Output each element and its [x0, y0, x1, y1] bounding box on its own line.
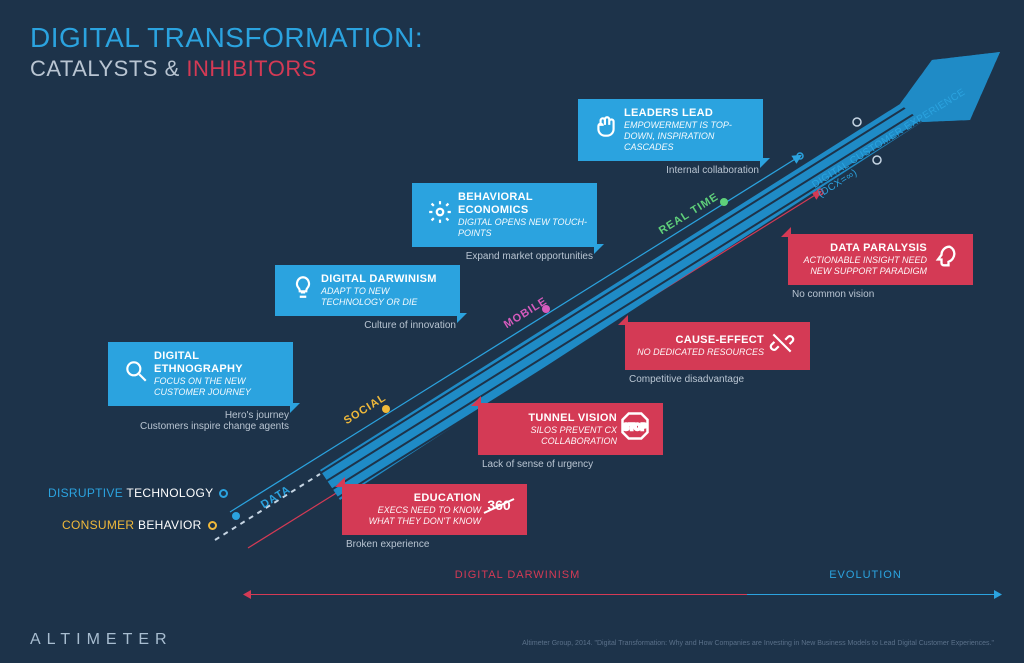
inhibitor-card-1: STOP TUNNEL VISIONSILOS PREVENT CX COLLAB… [478, 403, 663, 470]
dcx-label: DIGITAL CUSTOMER EXPERIENCE (DCX=∞) [810, 74, 993, 200]
inhibitor-card-3: DATA PARALYSISACTIONABLE INSIGHT NEED NE… [788, 234, 973, 300]
card-subtitle: EXECS NEED TO KNOW WHAT THEY DON'T KNOW [352, 505, 481, 527]
axis-label-evolution: EVOLUTION [829, 569, 902, 581]
origin-consumer: CONSUMER BEHAVIOR [62, 518, 217, 532]
origin-disruptive: DISRUPTIVE TECHNOLOGY [48, 486, 228, 500]
stage-dot-mobile [542, 305, 550, 313]
card-subtitle: NO DEDICATED RESOURCES [637, 347, 764, 358]
card-caption: Culture of innovation [275, 320, 460, 331]
credit-text: Altimeter Group, 2014. "Digital Transfor… [522, 640, 994, 647]
svg-text:STOP: STOP [623, 422, 647, 432]
card-title: LEADERS LEAD [624, 107, 753, 120]
catalyst-card-2: BEHAVIORAL ECONOMICSDIGITAL OPENS NEW TO… [412, 183, 597, 262]
page-title: DIGITAL TRANSFORMATION: CATALYSTS & INHI… [30, 22, 423, 82]
stage-label-data: DATA [259, 483, 293, 511]
card-subtitle: ADAPT TO NEW TECHNOLOGY OR DIE [321, 286, 450, 308]
catalyst-card-1: DIGITAL DARWINISMADAPT TO NEW TECHNOLOGY… [275, 265, 460, 331]
card-caption: Expand market opportunities [412, 251, 597, 262]
head-icon [927, 242, 963, 276]
axis-label-darwinism: DIGITAL DARWINISM [455, 569, 581, 581]
stage-dot-data [232, 512, 240, 520]
card-subtitle: EMPOWERMENT IS TOP-DOWN, INSPIRATION CAS… [624, 120, 753, 152]
card-subtitle: SILOS PREVENT CX COLLABORATION [488, 425, 617, 447]
gear-icon [422, 199, 458, 231]
title-catalysts: CATALYSTS [30, 56, 158, 81]
bottom-axis: DIGITAL DARWINISM EVOLUTION [245, 585, 994, 605]
card-title: DATA PARALYSIS [798, 242, 927, 255]
card-title: EDUCATION [352, 492, 481, 505]
card-caption: Hero's journeyCustomers inspire change a… [108, 410, 293, 432]
stop-icon: STOP [617, 411, 653, 447]
title-line1b: TRANSFORMATION: [147, 22, 423, 53]
card-title: DIGITAL DARWINISM [321, 273, 450, 286]
inhibitor-card-2: CAUSE-EFFECTNO DEDICATED RESOURCES Compet… [625, 322, 810, 385]
stage-label-mobile: MOBILE [502, 295, 550, 331]
card-caption: Competitive disadvantage [625, 374, 810, 385]
fist-icon [588, 114, 624, 146]
brand-logo: ALTIMETER [30, 631, 173, 649]
card-title: CAUSE-EFFECT [637, 334, 764, 347]
stage-label-real-time: REAL TIME [657, 191, 721, 237]
inhibitor-card-0: 360EDUCATIONEXECS NEED TO KNOW WHAT THEY… [342, 484, 527, 550]
card-subtitle: ACTIONABLE INSIGHT NEED NEW SUPPORT PARA… [798, 255, 927, 277]
card-subtitle: FOCUS ON THE NEW CUSTOMER JOURNEY [154, 376, 283, 398]
card-title: TUNNEL VISION [488, 412, 617, 425]
catalyst-card-3: LEADERS LEADEMPOWERMENT IS TOP-DOWN, INS… [578, 99, 763, 176]
stage-dot-real-time [720, 198, 728, 206]
catalyst-card-0: DIGITAL ETHNOGRAPHYFOCUS ON THE NEW CUST… [108, 342, 293, 432]
card-caption: No common vision [788, 289, 973, 300]
title-inhibitors: INHIBITORS [186, 56, 317, 81]
360-icon: 360 [481, 495, 517, 523]
bulb-icon [285, 274, 321, 306]
card-caption: Lack of sense of urgency [478, 459, 663, 470]
stage-dot-social [382, 405, 390, 413]
diagram-svg [0, 0, 1024, 663]
search-icon [118, 358, 154, 390]
card-title: BEHAVIORAL ECONOMICS [458, 191, 587, 217]
title-amp: & [158, 56, 186, 81]
card-title: DIGITAL ETHNOGRAPHY [154, 350, 283, 376]
title-line1a: DIGITAL [30, 22, 147, 53]
unlink-icon [764, 330, 800, 362]
card-caption: Broken experience [342, 539, 527, 550]
card-caption: Internal collaboration [578, 165, 763, 176]
card-subtitle: DIGITAL OPENS NEW TOUCH-POINTS [458, 217, 587, 239]
